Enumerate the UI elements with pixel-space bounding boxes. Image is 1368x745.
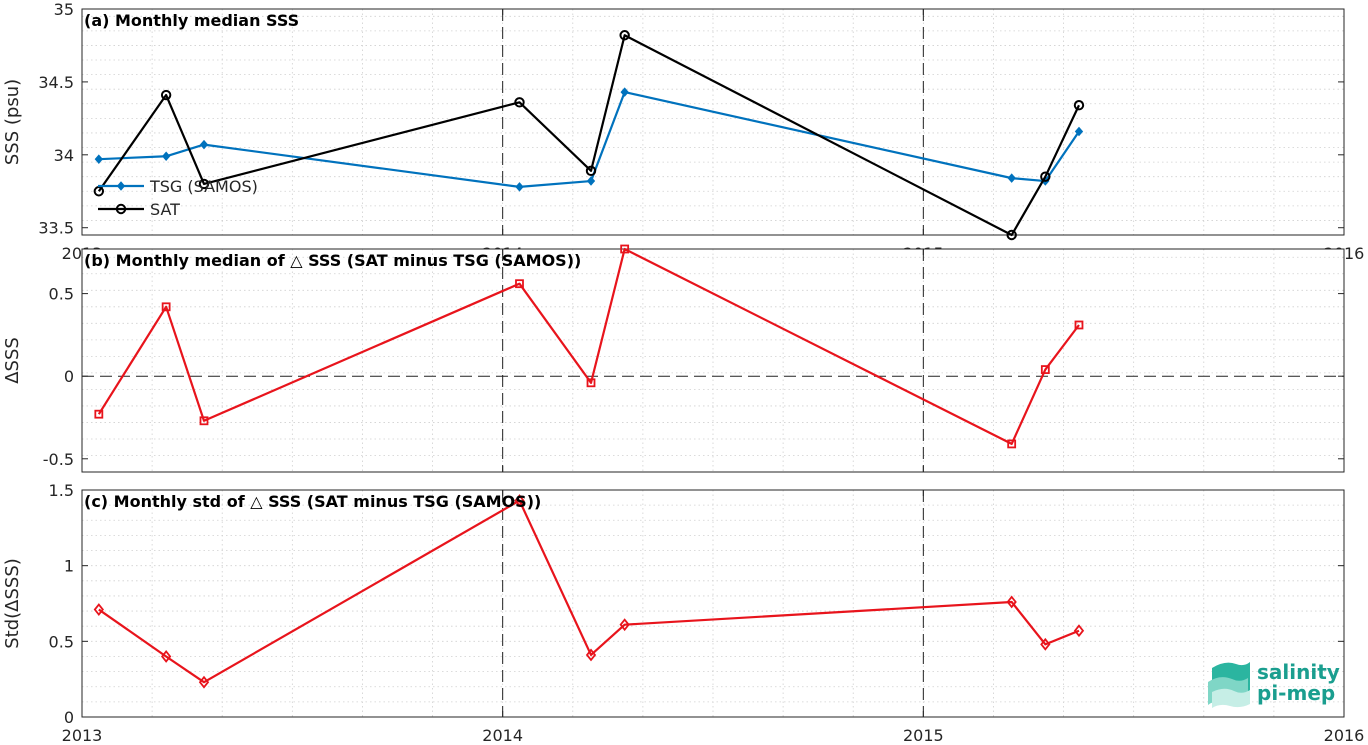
y-tick-label: -0.5 <box>43 450 74 469</box>
y-tick-label: 1 <box>64 557 74 576</box>
data-point <box>1074 320 1084 330</box>
data-point <box>160 650 172 663</box>
series-0 <box>94 244 1084 449</box>
y-tick-label: 33.5 <box>38 219 74 238</box>
data-point <box>515 182 524 192</box>
x-tick-label: 2014 <box>482 726 523 745</box>
legend: TSG (SAMOS) SAT <box>98 177 258 219</box>
series-line <box>97 247 1080 446</box>
data-point <box>1006 595 1017 609</box>
data-point <box>1006 229 1017 241</box>
y-tick-label: 34 <box>54 146 74 165</box>
data-point <box>199 416 209 426</box>
y-axis-title: Std(ΔSSS) <box>2 558 23 649</box>
y-tick-label: 0.5 <box>49 285 74 304</box>
data-point <box>1073 100 1085 111</box>
data-point <box>161 302 171 312</box>
data-point <box>619 618 630 632</box>
data-point <box>515 279 524 289</box>
series-line <box>98 499 1080 684</box>
data-point <box>199 139 209 150</box>
data-point <box>1040 171 1051 182</box>
data-point <box>93 603 104 616</box>
data-point <box>514 97 525 108</box>
axes-frame <box>81 248 1345 473</box>
grid <box>82 9 1344 236</box>
y-tick-label: 0 <box>64 708 74 727</box>
logo-text-line2: pi-mep <box>1257 681 1335 705</box>
data-point <box>620 87 629 97</box>
data-point <box>619 30 630 41</box>
legend-marker-sat <box>115 203 127 215</box>
logo-text-line1: salinity <box>1257 660 1340 684</box>
grid <box>82 249 1344 473</box>
y-tick-label: 0.5 <box>49 632 74 651</box>
data-point <box>94 154 103 164</box>
legend-label-tsg: TSG (SAMOS) <box>149 177 258 196</box>
y-tick-label: 0 <box>64 367 74 386</box>
data-point <box>198 675 210 689</box>
x-tick-label: 2015 <box>903 726 944 745</box>
series-0 <box>93 494 1085 689</box>
data-point <box>586 176 596 186</box>
data-point <box>160 89 172 101</box>
panel-title: (a) Monthly median SSS <box>84 11 299 30</box>
logo-wave-icon <box>1208 662 1250 708</box>
data-point <box>514 494 525 508</box>
data-point <box>1074 126 1084 137</box>
logo-wave-front <box>1212 688 1250 708</box>
data-point <box>94 409 104 419</box>
data-point <box>1040 637 1051 651</box>
y-axis-title: ΔSSS <box>2 337 23 384</box>
legend-label-sat: SAT <box>150 200 180 219</box>
data-point <box>198 178 210 190</box>
legend-marker-tsg <box>116 181 126 191</box>
y-axis-title: SSS (psu) <box>2 79 23 165</box>
axes-frame <box>81 489 1345 718</box>
panel-b: -0.5 0 0.5 ΔSSS (b) Monthly median of △ SSS … <box>2 244 1345 473</box>
series-line <box>97 34 1080 237</box>
x-tick-label: 2013 <box>62 726 103 745</box>
data-point <box>161 151 171 162</box>
axes-frame <box>81 8 1345 236</box>
data-point <box>1040 365 1050 374</box>
panel-title: (c) Monthly std of △ SSS (SAT minus TSG … <box>84 492 541 511</box>
panel-c: 2013 2014 2015 2016 0 0.5 1 1.5 Std(ΔSSS) (c) Mon… <box>2 481 1364 745</box>
y-tick-label: 35 <box>54 0 74 19</box>
series-1 <box>93 30 1085 241</box>
data-point <box>585 165 597 177</box>
x-tick-label: 2016 <box>1324 726 1365 745</box>
data-point <box>620 244 630 254</box>
data-point <box>586 378 596 388</box>
data-point <box>1073 624 1085 638</box>
data-point <box>585 648 597 662</box>
y-tick-label: 1.5 <box>49 481 74 500</box>
data-point <box>1007 173 1016 183</box>
data-point <box>1007 439 1017 449</box>
panel-title: (b) Monthly median of △ SSS (SAT minus T… <box>84 251 581 270</box>
y-tick-label: 34.5 <box>38 73 74 92</box>
